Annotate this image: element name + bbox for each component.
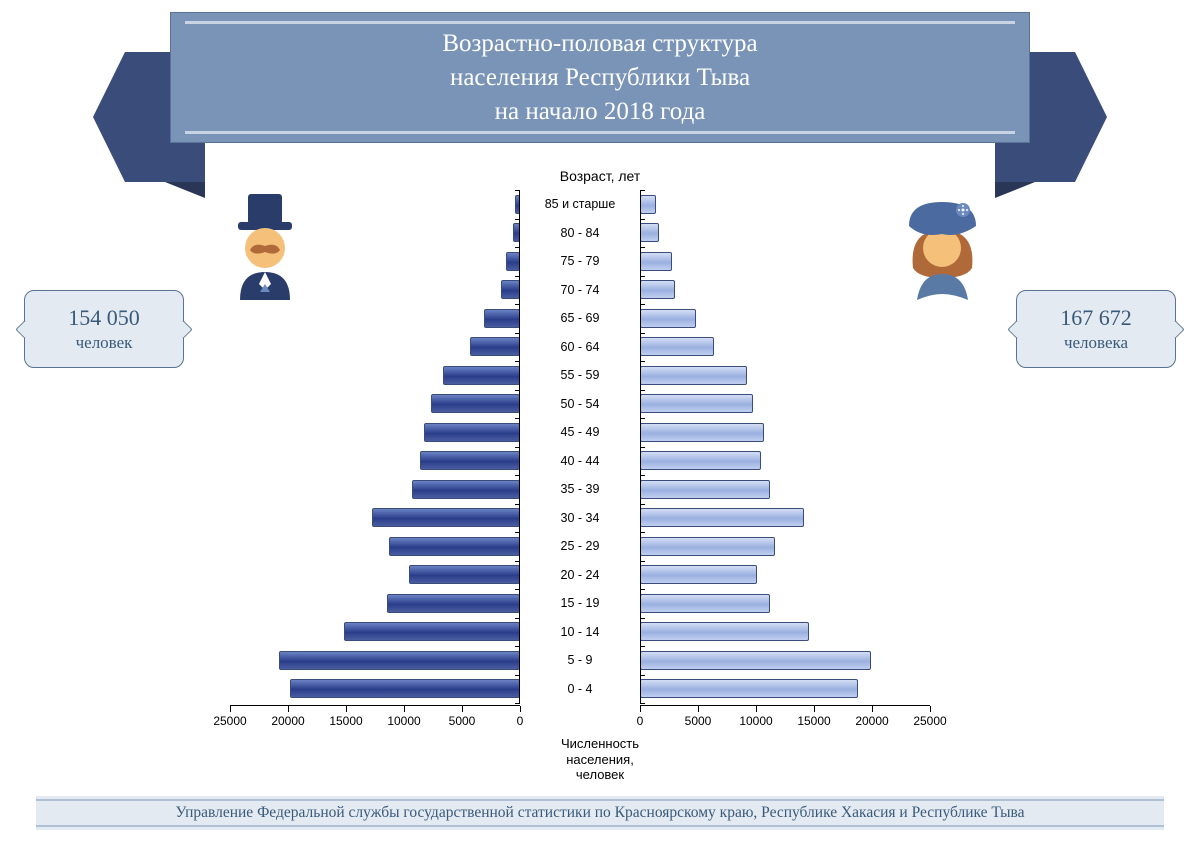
x-tick-label: 25000 [213,714,246,728]
age-label: 35 - 39 [520,475,640,504]
age-label: 15 - 19 [520,589,640,618]
male-total-unit: человек [33,333,175,353]
title-ribbon: Возрастно-половая структура населения Ре… [170,12,1030,143]
title-line-1: Возрастно-половая структура [442,30,757,57]
age-label: 50 - 54 [520,390,640,419]
male-bars-panel: 0500010000150002000025000 [230,190,520,732]
female-total-number: 167 672 [1025,305,1167,331]
title-banner: Возрастно-половая структура населения Ре… [170,12,1030,143]
age-label: 5 - 9 [520,646,640,675]
x-tick-label: 20000 [855,714,888,728]
x-tick-label: 20000 [271,714,304,728]
age-label: 65 - 69 [520,304,640,333]
age-label: 25 - 29 [520,532,640,561]
female-bars-panel: 0500010000150002000025000 [640,190,930,732]
age-label: 70 - 74 [520,276,640,305]
x-axis-title: Численность населения, человек [230,736,970,783]
x-axis-title-line-1: Численность [561,736,639,751]
x-tick-label: 10000 [387,714,420,728]
population-pyramid-chart: Возраст, лет 0 5000 10000 15000 20000 25000 8… [230,168,970,783]
x-tick-label: 5000 [685,714,712,728]
x-tick-label: 10000 [739,714,772,728]
x-tick-label: 15000 [797,714,830,728]
age-label: 85 и старше [520,190,640,219]
x-tick-label: 0 [517,714,524,728]
age-label: 60 - 64 [520,333,640,362]
age-labels-column: 85 и старше80 - 8475 - 7970 - 7465 - 696… [520,190,640,732]
age-label: 10 - 14 [520,618,640,647]
x-tick-label: 15000 [329,714,362,728]
age-label: 55 - 59 [520,361,640,390]
age-label: 75 - 79 [520,247,640,276]
age-label: 45 - 49 [520,418,640,447]
x-tick-label: 5000 [449,714,476,728]
footer-attribution: Управление Федеральной службы государств… [36,796,1164,830]
x-tick-label: 0 [637,714,644,728]
male-total-badge: 154 050 человек [24,290,184,368]
male-total-number: 154 050 [33,305,175,331]
chart-title: Возрастно-половая структура населения Ре… [211,27,989,128]
female-total-badge: 167 672 человека [1016,290,1176,368]
x-axis-title-line-2: населения, [566,752,634,767]
x-axis-title-line-3: человек [576,767,624,782]
age-label: 0 - 4 [520,675,640,704]
title-line-3: на начало 2018 года [495,98,706,125]
footer-text: Управление Федеральной службы государств… [175,804,1024,821]
age-label: 40 - 44 [520,447,640,476]
x-tick-label: 25000 [913,714,946,728]
age-label: 80 - 84 [520,219,640,248]
age-label: 30 - 34 [520,504,640,533]
y-axis-title: Возраст, лет [230,168,970,184]
title-line-2: населения Республики Тыва [450,64,750,91]
female-total-unit: человека [1025,333,1167,353]
age-label: 20 - 24 [520,561,640,590]
